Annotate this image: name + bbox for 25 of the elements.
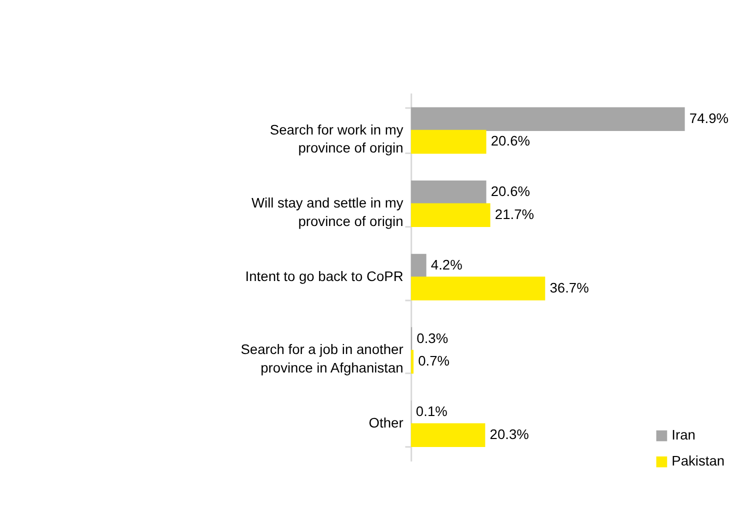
- bar: [410, 350, 414, 374]
- data-label: 0.1%: [416, 404, 448, 420]
- legend-label: Pakistan: [672, 454, 725, 469]
- y-tick-label: Will stay and settle in my province of origin: [251, 196, 404, 230]
- y-tick-label: Search for a job in another province in Afghanistan: [240, 342, 404, 376]
- bar: [410, 130, 486, 154]
- bar: [410, 254, 426, 278]
- data-label: 20.6%: [490, 134, 530, 149]
- bar: [410, 423, 486, 447]
- data-label: 36.7%: [550, 280, 589, 296]
- bar: [410, 107, 685, 131]
- data-label: 20.6%: [490, 184, 530, 200]
- data-label: 74.9%: [689, 110, 729, 126]
- data-label: 20.3%: [490, 426, 529, 442]
- bar: [410, 276, 546, 300]
- data-label: 4.2%: [430, 258, 462, 273]
- y-tick-label: Other: [368, 416, 404, 431]
- y-tick-label: Search for work in my province of origin: [270, 122, 404, 156]
- bar: [410, 203, 490, 228]
- data-label: 0.3%: [416, 330, 448, 346]
- data-label: 21.7%: [494, 206, 534, 222]
- data-label: 0.7%: [418, 354, 450, 369]
- bar: [410, 180, 486, 204]
- y-tick-label: Intent to go back to CoPR: [245, 268, 404, 284]
- legend-label: Iran: [672, 428, 696, 443]
